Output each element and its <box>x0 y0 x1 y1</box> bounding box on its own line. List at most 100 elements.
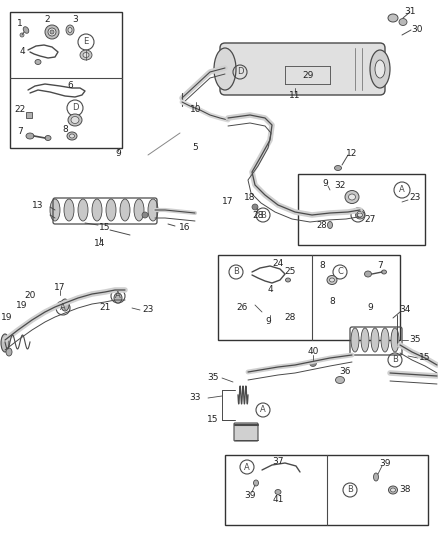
Text: 34: 34 <box>399 305 411 314</box>
Ellipse shape <box>67 132 77 140</box>
Text: 7: 7 <box>17 127 23 136</box>
Ellipse shape <box>92 199 102 221</box>
Text: A: A <box>244 463 250 472</box>
Text: 40: 40 <box>307 348 319 357</box>
Ellipse shape <box>26 133 34 139</box>
Ellipse shape <box>20 33 24 37</box>
Ellipse shape <box>399 19 407 26</box>
Text: 33: 33 <box>189 393 201 402</box>
Text: 29: 29 <box>302 71 314 80</box>
Text: 1: 1 <box>17 19 23 28</box>
Text: 26: 26 <box>237 303 247 312</box>
Ellipse shape <box>78 199 88 221</box>
Text: 39: 39 <box>379 458 391 467</box>
Ellipse shape <box>328 222 332 229</box>
Ellipse shape <box>80 50 92 60</box>
Circle shape <box>310 359 317 367</box>
Ellipse shape <box>23 27 29 33</box>
Ellipse shape <box>329 278 335 282</box>
Ellipse shape <box>336 376 345 384</box>
Text: 3: 3 <box>72 15 78 25</box>
Ellipse shape <box>83 52 89 58</box>
Text: 9: 9 <box>265 318 271 327</box>
Ellipse shape <box>345 190 359 204</box>
Text: 37: 37 <box>272 457 284 466</box>
Ellipse shape <box>374 473 378 481</box>
Ellipse shape <box>70 134 74 138</box>
Text: 8: 8 <box>329 297 335 306</box>
Text: 8: 8 <box>319 262 325 271</box>
Text: 9: 9 <box>322 179 328 188</box>
Ellipse shape <box>254 480 258 486</box>
Text: 24: 24 <box>272 260 284 269</box>
Text: B: B <box>347 486 353 495</box>
Ellipse shape <box>61 299 69 311</box>
Text: 4: 4 <box>267 286 273 295</box>
Text: 28: 28 <box>252 211 264 220</box>
Text: 19: 19 <box>16 301 28 310</box>
Ellipse shape <box>71 117 79 124</box>
Text: 23: 23 <box>142 305 154 314</box>
Ellipse shape <box>391 328 399 352</box>
Text: 22: 22 <box>14 106 26 115</box>
Text: A: A <box>115 292 121 301</box>
Text: 19: 19 <box>1 313 13 322</box>
Text: 15: 15 <box>207 416 219 424</box>
Text: 21: 21 <box>99 303 111 312</box>
Ellipse shape <box>45 25 59 39</box>
Ellipse shape <box>351 328 359 352</box>
Text: 20: 20 <box>25 290 35 300</box>
Text: 5: 5 <box>192 143 198 152</box>
Ellipse shape <box>286 278 290 282</box>
Ellipse shape <box>214 48 236 90</box>
Ellipse shape <box>370 50 390 88</box>
Ellipse shape <box>68 28 72 33</box>
Ellipse shape <box>50 30 54 34</box>
Text: 6: 6 <box>67 82 73 91</box>
FancyBboxPatch shape <box>220 43 385 95</box>
FancyBboxPatch shape <box>234 423 258 441</box>
Ellipse shape <box>66 25 74 35</box>
Text: 17: 17 <box>222 198 234 206</box>
Ellipse shape <box>389 486 398 494</box>
Circle shape <box>142 212 148 218</box>
Ellipse shape <box>381 270 386 274</box>
Ellipse shape <box>114 293 122 303</box>
Ellipse shape <box>364 271 371 277</box>
Ellipse shape <box>64 199 74 221</box>
Text: E: E <box>83 37 88 46</box>
Ellipse shape <box>134 199 144 221</box>
Text: 4: 4 <box>19 47 25 56</box>
Text: 28: 28 <box>284 313 296 322</box>
Text: 18: 18 <box>244 193 256 203</box>
Text: 28: 28 <box>317 221 327 230</box>
Ellipse shape <box>48 28 56 36</box>
Text: 35: 35 <box>207 374 219 383</box>
Text: 9: 9 <box>367 303 373 312</box>
Bar <box>10 12 122 148</box>
Text: 17: 17 <box>54 282 66 292</box>
Ellipse shape <box>391 488 396 492</box>
Ellipse shape <box>388 14 398 22</box>
Bar <box>26 112 32 118</box>
Text: 23: 23 <box>410 193 420 203</box>
Text: 15: 15 <box>99 223 111 232</box>
Text: 12: 12 <box>346 149 358 157</box>
Text: B: B <box>260 211 266 220</box>
Text: C: C <box>337 268 343 277</box>
Ellipse shape <box>45 135 51 141</box>
Ellipse shape <box>148 199 158 221</box>
Text: B: B <box>233 268 239 277</box>
Text: D: D <box>237 68 243 77</box>
Bar <box>218 255 400 340</box>
Ellipse shape <box>361 328 369 352</box>
Ellipse shape <box>357 213 363 217</box>
Text: 7: 7 <box>377 261 383 270</box>
Ellipse shape <box>327 276 337 285</box>
Text: 41: 41 <box>272 496 284 505</box>
Text: 2: 2 <box>44 15 50 25</box>
Text: 27: 27 <box>364 215 376 224</box>
Ellipse shape <box>68 114 82 126</box>
Text: 14: 14 <box>94 239 106 248</box>
Ellipse shape <box>106 199 116 221</box>
